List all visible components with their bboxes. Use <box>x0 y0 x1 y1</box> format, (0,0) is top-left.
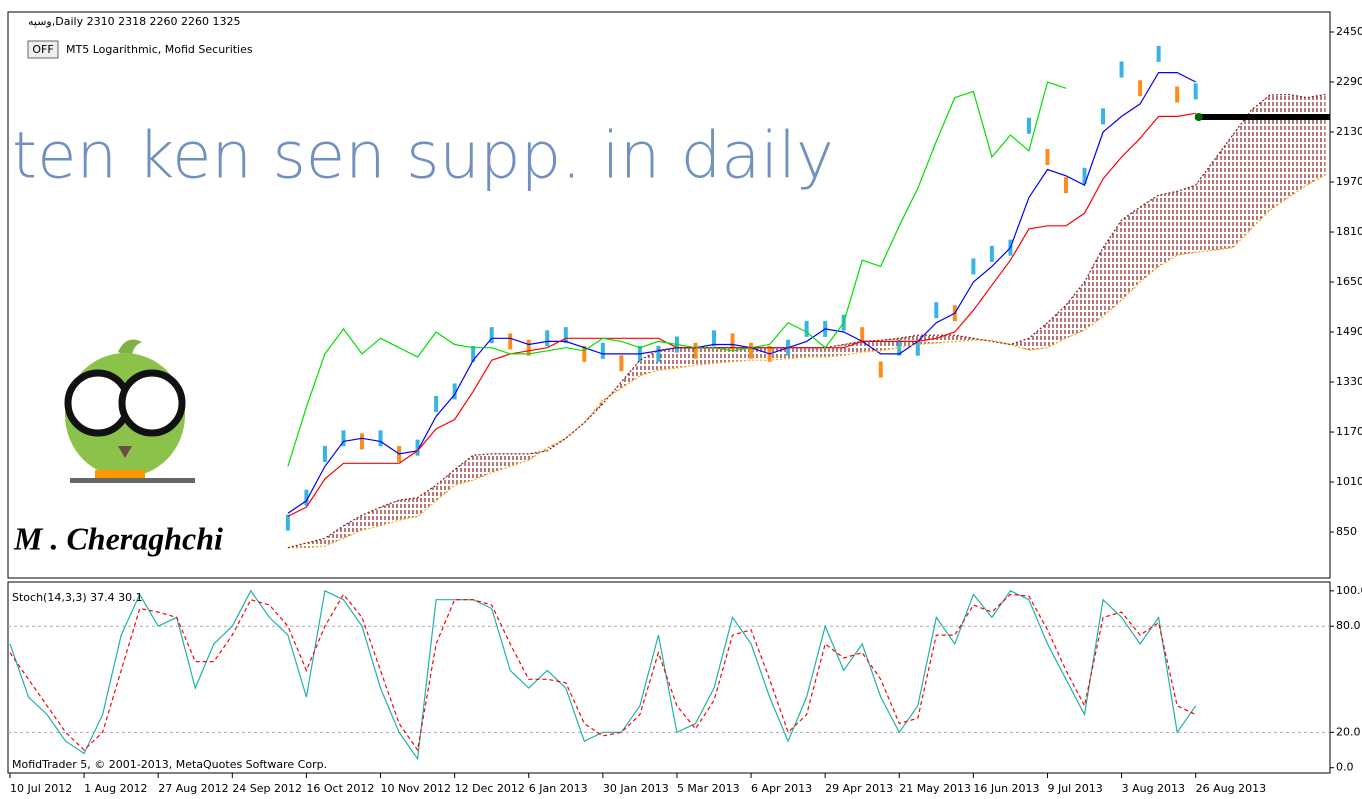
price-bar <box>971 258 975 274</box>
annotation: ten ken sen supp. in daily <box>12 120 834 194</box>
price-panel <box>8 12 1330 578</box>
x-tick-label: 9 Jul 2013 <box>1047 782 1102 795</box>
price-bar <box>601 343 605 359</box>
y-tick-label: 1330 <box>1336 375 1362 388</box>
x-tick-label: 3 Aug 2013 <box>1122 782 1185 795</box>
x-tick-label: 27 Aug 2012 <box>158 782 228 795</box>
x-tick-label: 29 Apr 2013 <box>825 782 893 795</box>
price-bar <box>990 246 994 262</box>
price-bar <box>360 433 364 449</box>
x-tick-label: 5 Mar 2013 <box>677 782 740 795</box>
price-bar <box>1101 108 1105 124</box>
x-tick-label: 16 Oct 2012 <box>306 782 374 795</box>
symbol-line: وسپه,Daily 2310 2318 2260 2260 1325 <box>28 15 241 28</box>
price-bar <box>1194 83 1198 99</box>
x-tick-label: 6 Apr 2013 <box>751 782 812 795</box>
support-dot <box>1195 113 1203 121</box>
y-tick-label: 1810 <box>1336 225 1362 238</box>
subtitle: MT5 Logarithmic, Mofid Securities <box>66 43 253 56</box>
stoch-panel <box>8 582 1330 773</box>
owl-branch <box>70 478 195 483</box>
x-tick-label: 12 Dec 2012 <box>455 782 525 795</box>
price-bar <box>712 330 716 346</box>
x-tick-label: 30 Jan 2013 <box>603 782 669 795</box>
price-bar <box>508 333 512 349</box>
y-tick-label: 1650 <box>1336 275 1362 288</box>
y-tick-label: 1010 <box>1336 475 1362 488</box>
price-bar <box>805 321 809 337</box>
x-tick-label: 21 May 2013 <box>899 782 971 795</box>
x-tick-label: 16 Jun 2013 <box>973 782 1039 795</box>
price-bar <box>934 302 938 318</box>
price-bar <box>693 343 697 359</box>
price-bar <box>749 343 753 359</box>
price-bar <box>286 515 290 531</box>
price-bar <box>879 362 883 378</box>
signature: M . Cheraghchi <box>13 520 223 556</box>
y-tick-label: 80.0 <box>1336 619 1361 632</box>
price-bar <box>323 446 327 462</box>
y-tick-label: 1170 <box>1336 425 1362 438</box>
price-bar <box>564 327 568 343</box>
x-tick-label: 24 Sep 2012 <box>232 782 302 795</box>
price-bar <box>1120 62 1124 78</box>
stoch-title: Stoch(14,3,3) 37.4 30.1 <box>12 591 143 604</box>
y-tick-label: 2290 <box>1336 75 1362 88</box>
price-bar <box>1045 149 1049 165</box>
y-tick-label: 0.0 <box>1336 761 1354 774</box>
y-tick-label: 20.0 <box>1336 725 1361 738</box>
price-bar <box>1175 87 1179 103</box>
price-bar <box>731 333 735 349</box>
footer: MofidTrader 5, © 2001-2013, MetaQuotes S… <box>12 758 327 771</box>
price-bar <box>379 430 383 446</box>
toggle-label[interactable]: OFF <box>32 43 53 56</box>
price-bar <box>434 396 438 412</box>
y-tick-label: 1490 <box>1336 325 1362 338</box>
x-tick-label: 10 Jul 2012 <box>10 782 72 795</box>
y-tick-label: 100.0 <box>1336 584 1362 597</box>
chart: 850 1010 1170 1330 1490 1650 1810 1970 2130 2290 2… <box>0 0 1362 799</box>
price-bar <box>1157 46 1161 62</box>
owl-lens <box>122 373 182 433</box>
x-tick-label: 1 Aug 2012 <box>84 782 147 795</box>
price-bar <box>1027 118 1031 134</box>
y-tick-label: 850 <box>1336 525 1357 538</box>
price-bar <box>656 346 660 362</box>
owl-feet <box>95 470 145 478</box>
price-bar <box>1064 177 1068 193</box>
y-tick-label: 2130 <box>1336 125 1362 138</box>
y-tick-label: 2450 <box>1336 25 1362 38</box>
x-tick-label: 10 Nov 2012 <box>381 782 451 795</box>
y-tick-label: 1970 <box>1336 175 1362 188</box>
x-tick-label: 26 Aug 2013 <box>1196 782 1266 795</box>
price-bar <box>619 355 623 371</box>
x-tick-label: 6 Jan 2013 <box>529 782 588 795</box>
price-bar <box>1138 80 1142 96</box>
price-bar <box>545 330 549 346</box>
